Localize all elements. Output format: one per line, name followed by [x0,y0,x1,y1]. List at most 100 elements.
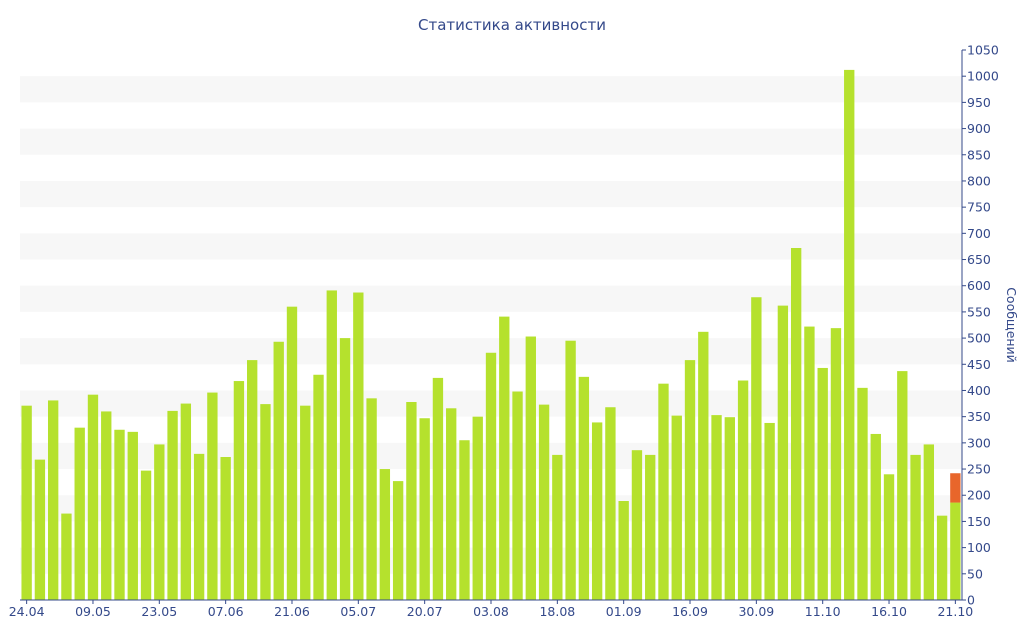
grid-band [20,233,962,260]
bar [101,411,112,600]
bar [512,391,523,600]
bar [154,444,165,600]
bar [300,405,311,600]
x-tick-label: 18.08 [539,604,575,619]
bar [591,422,603,600]
x-tick-label: 30.09 [738,604,774,619]
y-tick-label: 50 [967,566,983,581]
x-tick-label: 16.09 [672,604,708,619]
y-tick-label: 800 [967,173,991,188]
bar [193,453,205,600]
bar [326,290,337,600]
x-tick-label: 23.05 [141,604,177,619]
y-tick-label: 500 [967,331,991,346]
y-tick-label: 1000 [967,69,999,84]
bar [21,405,32,600]
y-tick-label: 200 [967,488,991,503]
bar [883,474,895,600]
x-tick-label: 21.10 [937,604,973,619]
bar [711,415,722,600]
y-tick-label: 850 [967,147,991,162]
bar [127,431,138,600]
y-tick-label: 750 [967,200,991,215]
bars-group [21,69,961,600]
bar [804,326,815,600]
bar [472,416,483,600]
grid-band [20,128,962,155]
bar [247,360,258,600]
bar [645,454,656,600]
bar [87,394,99,600]
bar [353,292,364,600]
y-tick-label: 450 [967,357,991,372]
bar [432,377,444,600]
bar [538,404,550,600]
y-tick-label: 950 [967,95,991,110]
y-tick-label: 1050 [967,43,999,58]
bar [870,433,881,600]
x-tick-label: 05.07 [340,604,376,619]
y-tick-label: 700 [967,226,991,241]
grid-band [20,285,962,312]
x-axis-ticks: 24.04 09.05 23.05 07.06 21.06 05.07 20.07 03.08… [9,600,973,619]
bar [366,398,377,600]
bar [260,404,271,600]
bar [233,381,245,600]
bar [392,481,404,600]
bar [751,297,762,600]
bar [936,515,948,600]
bar [167,410,178,600]
bar [578,376,590,600]
bar [207,392,218,600]
bar [857,387,868,600]
y-tick-label: 100 [967,540,991,555]
bar [446,408,457,600]
bar [34,459,46,600]
bar [777,305,789,600]
bar [844,69,855,600]
bar [419,418,430,600]
y-tick-label: 300 [967,435,991,450]
bar [273,341,284,600]
y-tick-label: 150 [967,514,991,529]
bar [552,454,563,600]
bar [724,417,735,600]
x-tick-label: 21.06 [274,604,310,619]
bar [923,444,935,600]
bar-highlight [950,473,961,503]
bar [671,415,682,600]
x-tick-label: 09.05 [75,604,111,619]
x-tick-label: 11.10 [805,604,841,619]
bar [406,402,417,600]
bar [525,336,536,600]
bar [74,427,85,600]
bar [910,454,921,600]
bar [950,502,961,600]
x-tick-label: 16.10 [871,604,907,619]
bar [790,248,802,600]
bar [61,513,72,600]
x-tick-label: 03.08 [473,604,509,619]
bar [897,371,908,600]
x-tick-label: 24.04 [9,604,45,619]
grid-band [20,76,962,103]
bar [684,360,696,600]
bar [140,470,152,600]
y-tick-label: 900 [967,121,991,136]
x-tick-label: 07.06 [208,604,244,619]
grid-band [20,180,962,208]
bar [565,340,576,600]
bar [459,440,470,600]
bar [605,407,616,600]
y-tick-label: 350 [967,409,991,424]
y-tick-label: 250 [967,462,991,477]
bar [830,328,842,600]
bar [618,501,629,600]
bar [485,352,497,600]
y-tick-label: 0 [967,593,975,608]
bar [180,403,192,600]
x-tick-label: 20.07 [407,604,443,619]
bar [698,331,709,600]
y-tick-label: 400 [967,383,991,398]
